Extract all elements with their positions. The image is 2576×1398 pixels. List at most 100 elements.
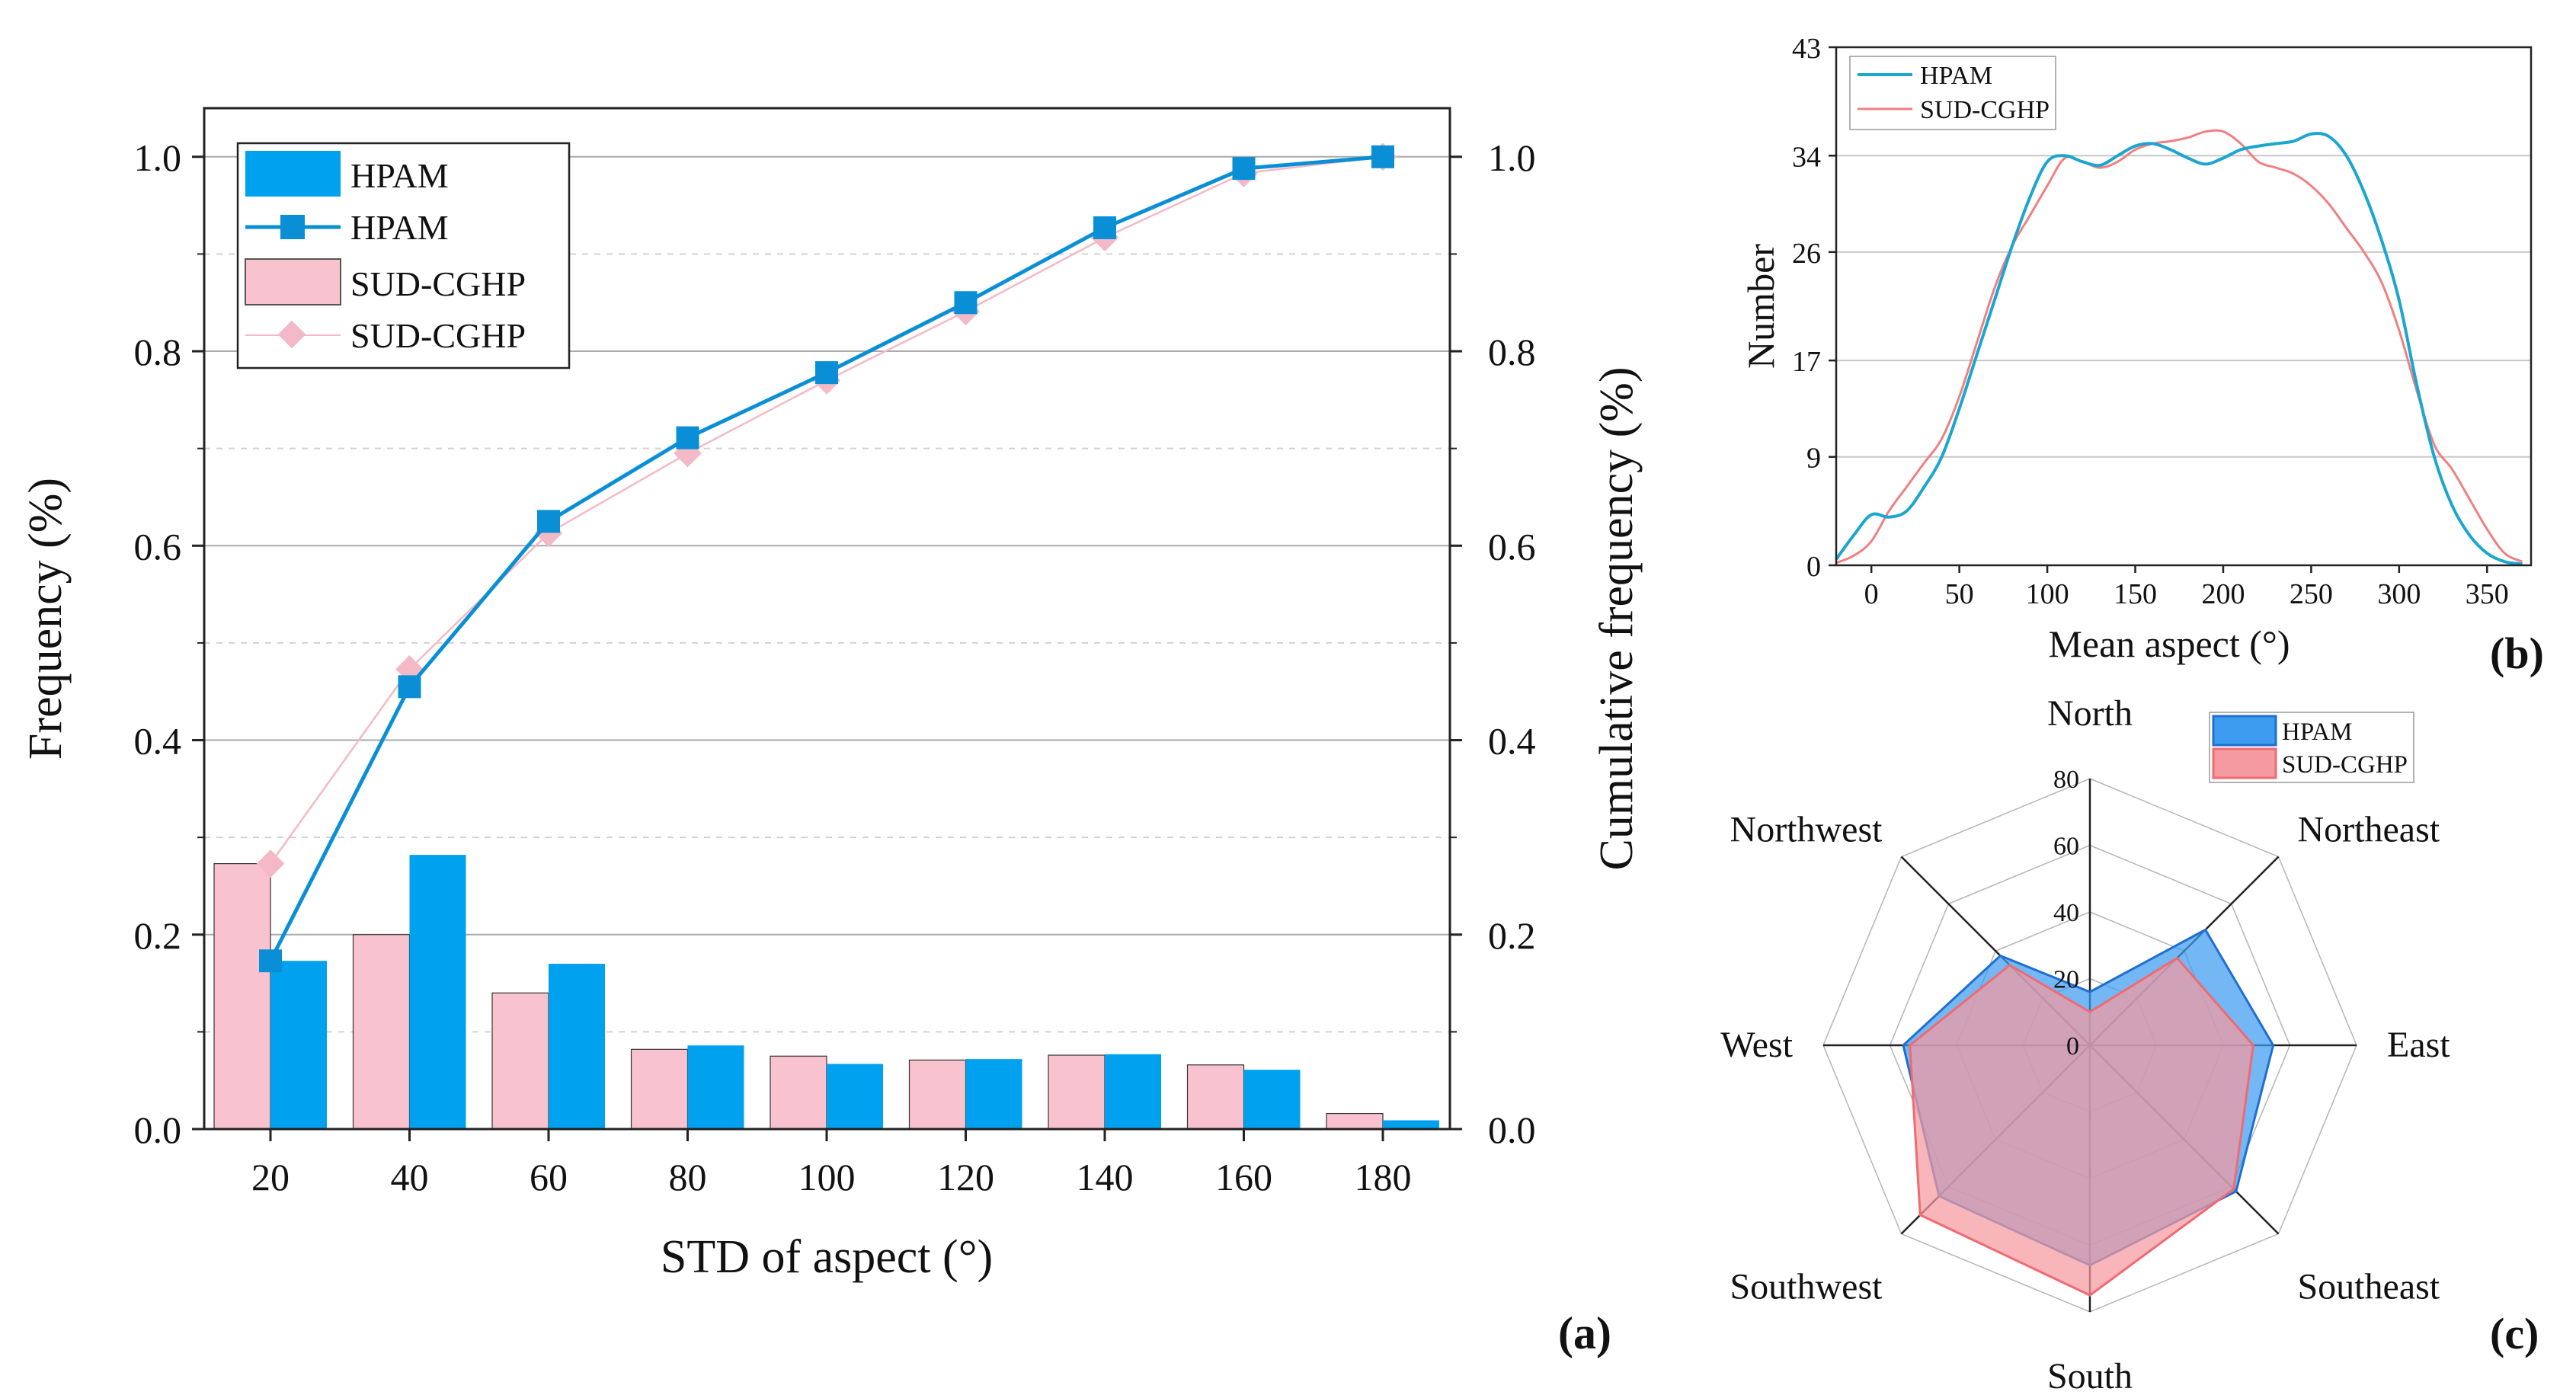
a-y-tick-label: 0.0 [134,1108,182,1151]
a-y2-axis-label: Cumulative frequency (%) [1591,366,1643,870]
b-x-tick-label: 250 [2290,578,2333,610]
c-radar-axis-label: West [1720,1025,1793,1065]
b-line-sud-cghp [1835,129,2523,565]
a-y-axis-label: Frequency (%) [20,478,72,760]
b-legend-box [1849,56,2056,130]
b-y-tick-label: 26 [1792,238,1821,270]
a-marker-hpam [1371,145,1394,168]
b-plot-frame [1835,46,2533,567]
a-x-tick-label: 80 [669,1156,707,1198]
c-radar-tick-label: 0 [2066,1032,2079,1060]
b-x-tick-label: 150 [2114,578,2157,610]
a-legend-label-hpam-line: HPAM [350,208,449,247]
a-bar-sud-cghp [352,934,411,1130]
b-y-tick-label: 43 [1792,33,1821,65]
c-radar-area-sud-cghp [1909,956,2254,1297]
a-marker-sud-cghp [256,849,285,878]
a-bar-hpam [1383,1120,1439,1129]
a-marker-hpam [398,675,421,699]
a-bar-hpam [687,1045,744,1129]
a-y2-tick-label: 0.8 [1488,331,1536,373]
a-lines [256,142,1397,973]
c-radar-tick-label: 20 [2053,966,2079,994]
a-marker-hpam [954,291,978,315]
b-line-hpam [1835,132,2523,566]
c-radar-axis-label: Northwest [1730,810,1883,850]
b-x-tick-label: 50 [1945,578,1974,610]
a-y-tick-label: 0.6 [134,525,182,568]
b-x-tick-label: 350 [2466,578,2509,610]
c-legend-swatch-hpam [2212,715,2277,747]
b-y-tick-label: 17 [1792,346,1821,378]
a-marker-hpam [537,510,560,533]
a-legend-label-sud-line: SUD-CGHP [350,316,526,355]
a-bars [213,855,1439,1130]
b-lines [1835,129,2523,566]
a-bar-sud-cghp [908,1059,967,1130]
a-axes: 0.0 0.0 0.2 0.2 0.4 0.4 0.6 0.6 0.8 0.8 1.0 1.0 20 40… [134,136,1536,1198]
a-legend-label-hpam-bar: HPAM [350,156,449,195]
a-bar-hpam [965,1059,1022,1129]
a-legend-marker-sud [277,320,306,349]
a-y-tick-label: 0.8 [134,331,182,373]
a-y-tick-label: 0.4 [134,720,182,763]
c-radar-tick-label: 40 [2053,899,2079,927]
a-y2-tick-label: 0.0 [1488,1108,1536,1151]
a-marker-hpam [1232,157,1256,181]
panel-a: 0.0 0.0 0.2 0.2 0.4 0.4 0.6 0.6 0.8 0.8 1.0 1.0 20 40… [20,107,1643,1358]
a-y2-tick-label: 0.2 [1488,914,1536,957]
b-x-tick-label: 100 [2026,578,2069,610]
c-radar-axis-label: South [2047,1356,2133,1396]
c-radar-tick-label: 80 [2053,766,2079,794]
c-radar-axis-label: Southwest [1730,1266,1883,1307]
a-bar-hpam [409,855,466,1129]
a-legend-swatch-hpam-bar [245,151,341,197]
a-legend: HPAM HPAM SUD-CGHP SUD-CGHP [236,142,571,369]
b-x-tick-label: 300 [2377,578,2421,610]
b-y-axis-label: Number [1739,244,1782,369]
a-x-tick-label: 120 [937,1156,994,1198]
a-marker-hpam [1093,216,1116,239]
panel-a-label: (a) [1558,1308,1611,1358]
c-radar-series [1902,928,2275,1297]
c-radar-axis-label: North [2047,693,2133,734]
a-y-tick-label: 0.2 [134,914,182,957]
panel-b: 0 9 17 26 34 43 0 50 100 150 200 250 300 350 Mean asp… [1739,33,2544,678]
a-bar-hpam [1105,1054,1161,1129]
a-legend-swatch-sud-bar [245,258,341,306]
c-radar-tick-label: 60 [2053,833,2079,861]
a-y2-tick-label: 0.4 [1488,720,1536,763]
b-axes: 0 9 17 26 34 43 0 50 100 150 200 250 300 350 [1792,33,2509,610]
b-x-tick-label: 0 [1864,578,1879,610]
a-y2-tick-label: 1.0 [1488,136,1536,179]
a-legend-marker-hpam [280,215,305,239]
a-x-tick-label: 100 [798,1156,856,1198]
b-gridlines [1836,155,2531,458]
a-bar-sud-cghp [770,1055,827,1130]
a-marker-hpam [259,949,282,973]
a-x-tick-label: 180 [1355,1156,1412,1198]
c-legend-label-sud: SUD-CGHP [2282,751,2408,779]
c-radar-axis-label: Southeast [2297,1266,2440,1307]
a-marker-hpam [676,426,699,449]
c-radar-labels: 0 20 40 60 80 North Northeast East Southeast Sout… [1720,693,2450,1396]
a-y2-tick-label: 0.6 [1488,525,1536,568]
a-x-tick-label: 40 [391,1156,429,1198]
panel-c-label: (c) [2490,1309,2539,1358]
a-bar-sud-cghp [1186,1064,1245,1130]
b-x-axis-label: Mean aspect (°) [2048,622,2290,665]
a-bar-sud-cghp [1048,1054,1106,1130]
c-legend-label-hpam: HPAM [2282,718,2352,746]
a-legend-label-sud-bar: SUD-CGHP [350,264,526,303]
b-x-tick-label: 200 [2201,578,2245,610]
b-y-tick-label: 9 [1806,443,1821,475]
b-legend: HPAM SUD-CGHP [1849,56,2056,130]
a-bar-sud-cghp [1326,1112,1384,1130]
c-radar-axis-label: East [2387,1025,2450,1065]
a-bar-hpam [270,961,327,1129]
a-bar-hpam [1243,1070,1301,1129]
b-legend-label-hpam: HPAM [1920,62,1992,90]
panel-c: 0 20 40 60 80 North Northeast East Southeast Sout… [1720,693,2539,1396]
b-y-tick-label: 0 [1806,551,1821,583]
a-y-tick-label: 1.0 [134,136,182,179]
